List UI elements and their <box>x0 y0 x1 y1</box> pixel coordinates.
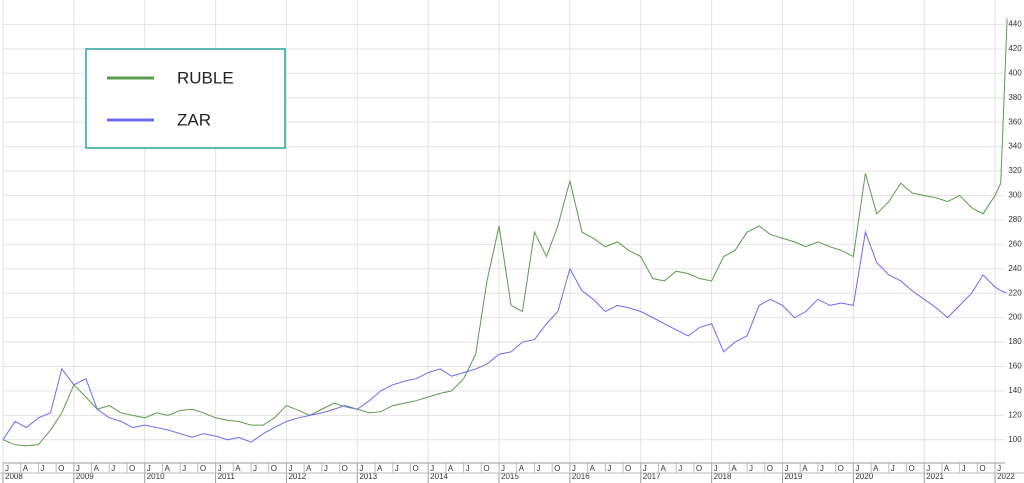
x-tick-label: J <box>324 464 328 473</box>
y-tick-label: 300 <box>1008 191 1022 200</box>
y-tick-label: 200 <box>1008 313 1022 322</box>
x-tick-label: J <box>111 464 115 473</box>
y-tick-label: 440 <box>1008 20 1022 29</box>
x-tick-label: J <box>926 464 930 473</box>
x-tick-label: A <box>660 464 666 473</box>
x-tick-label: J <box>572 464 576 473</box>
year-label: 2011 <box>218 472 236 481</box>
y-tick-label: 240 <box>1008 264 1022 273</box>
y-tick-label: 220 <box>1008 288 1022 297</box>
y-tick-label: 380 <box>1008 93 1022 102</box>
x-tick-label: J <box>395 464 399 473</box>
y-tick-label: 400 <box>1008 68 1022 77</box>
x-tick-label: O <box>909 464 915 473</box>
series-line <box>2 230 1008 443</box>
x-tick-label: J <box>182 464 186 473</box>
y-tick-label: 260 <box>1008 239 1022 248</box>
year-label: 2012 <box>288 472 306 481</box>
x-tick-label: O <box>412 464 418 473</box>
x-tick-label: J <box>643 464 647 473</box>
legend-box <box>85 48 286 149</box>
y-tick-label: 160 <box>1008 362 1022 371</box>
x-tick-label: J <box>253 464 257 473</box>
x-tick-label: J <box>76 464 80 473</box>
x-tick-label: A <box>377 464 383 473</box>
year-label: 2013 <box>359 472 377 481</box>
year-label: 2022 <box>997 472 1015 481</box>
y-tick-label: 180 <box>1008 337 1022 346</box>
x-tick-label: J <box>714 464 718 473</box>
year-label: 2016 <box>572 472 590 481</box>
x-tick-label: A <box>944 464 950 473</box>
x-tick-label: J <box>5 464 9 473</box>
x-tick-label: J <box>466 464 470 473</box>
y-tick-label: 320 <box>1008 166 1022 175</box>
x-tick-label: O <box>625 464 631 473</box>
x-tick-label: J <box>784 464 788 473</box>
x-tick-label: J <box>501 464 505 473</box>
year-label: 2015 <box>501 472 519 481</box>
x-tick-label: A <box>519 464 525 473</box>
x-tick-label: J <box>40 464 44 473</box>
year-label: 2014 <box>430 472 448 481</box>
y-tick-label: 100 <box>1008 435 1022 444</box>
x-tick-label: A <box>873 464 879 473</box>
x-tick-label: O <box>483 464 489 473</box>
x-tick-label: O <box>271 464 277 473</box>
x-tick-label: A <box>23 464 29 473</box>
legend-label: ZAR <box>177 110 211 129</box>
x-tick-label: A <box>731 464 737 473</box>
year-label: 2017 <box>643 472 661 481</box>
x-tick-label: J <box>359 464 363 473</box>
x-tick-label: J <box>891 464 895 473</box>
y-tick-label: 140 <box>1008 386 1022 395</box>
x-tick-label: O <box>767 464 773 473</box>
y-tick-label: 360 <box>1008 117 1022 126</box>
x-tick-label: J <box>430 464 434 473</box>
year-label: 2020 <box>855 472 873 481</box>
series-line <box>2 18 1008 447</box>
x-tick-label: J <box>855 464 859 473</box>
y-tick-label: 120 <box>1008 410 1022 419</box>
x-tick-label: J <box>820 464 824 473</box>
x-tick-label: A <box>94 464 100 473</box>
x-tick-label: J <box>536 464 540 473</box>
x-tick-label: J <box>607 464 611 473</box>
y-tick-label: 280 <box>1008 215 1022 224</box>
x-tick-label: O <box>554 464 560 473</box>
x-tick-label: O <box>342 464 348 473</box>
x-tick-label: A <box>590 464 596 473</box>
year-label: 2019 <box>784 472 802 481</box>
year-label: 2008 <box>5 472 23 481</box>
legend: RUBLE ZAR <box>85 48 286 149</box>
x-tick-label: A <box>164 464 170 473</box>
x-tick-label: O <box>696 464 702 473</box>
y-tick-label: 340 <box>1008 142 1022 151</box>
x-tick-label: J <box>962 464 966 473</box>
x-tick-label: A <box>448 464 454 473</box>
x-tick-label: A <box>802 464 808 473</box>
year-label: 2010 <box>147 472 165 481</box>
x-tick-label: J <box>218 464 222 473</box>
year-label: 2009 <box>76 472 94 481</box>
y-tick-label: 420 <box>1008 44 1022 53</box>
legend-label: RUBLE <box>177 68 234 87</box>
x-tick-label: J <box>997 464 1001 473</box>
year-label: 2018 <box>714 472 732 481</box>
x-tick-label: O <box>129 464 135 473</box>
x-tick-label: J <box>288 464 292 473</box>
x-tick-label: J <box>678 464 682 473</box>
x-tick-label: J <box>749 464 753 473</box>
x-tick-label: A <box>306 464 312 473</box>
year-label: 2021 <box>926 472 944 481</box>
x-tick-label: O <box>979 464 985 473</box>
x-tick-label: O <box>58 464 64 473</box>
x-tick-label: O <box>200 464 206 473</box>
x-tick-label: O <box>838 464 844 473</box>
x-tick-label: J <box>147 464 151 473</box>
x-tick-label: A <box>235 464 241 473</box>
